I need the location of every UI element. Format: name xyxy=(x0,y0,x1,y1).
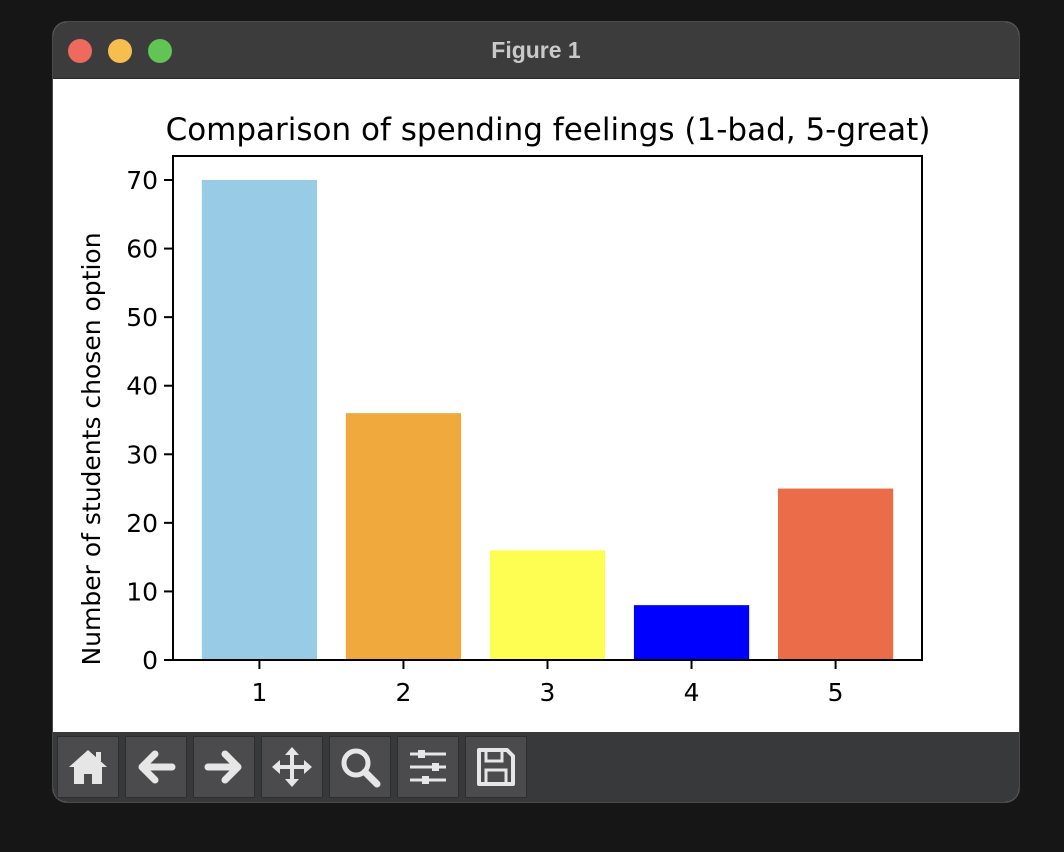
y-tick-label: 70 xyxy=(126,166,158,195)
navigation-toolbar xyxy=(53,732,1019,802)
zoom-button[interactable] xyxy=(329,736,391,798)
save-button[interactable] xyxy=(465,736,527,798)
y-tick-label: 0 xyxy=(142,646,158,675)
x-tick-label: 4 xyxy=(684,678,700,707)
forward-arrow-icon xyxy=(204,750,242,784)
x-axis-ticks: 1 2 3 4 5 xyxy=(251,660,844,707)
bar-5 xyxy=(777,488,894,660)
pan-move-icon xyxy=(272,747,312,787)
configure-subplots-button[interactable] xyxy=(397,736,459,798)
x-tick-label: 2 xyxy=(396,678,412,707)
forward-button[interactable] xyxy=(193,736,255,798)
pan-button[interactable] xyxy=(261,736,323,798)
bar-3 xyxy=(489,550,606,660)
back-button[interactable] xyxy=(125,736,187,798)
zoom-magnifier-icon xyxy=(341,748,381,788)
title-bar[interactable]: Figure 1 xyxy=(53,22,1019,79)
window-title: Figure 1 xyxy=(491,37,581,63)
axes-frame xyxy=(172,155,923,661)
bar-chart: Comparison of spending feelings (1-bad, … xyxy=(77,112,931,707)
minimize-window-button[interactable] xyxy=(108,39,132,63)
y-tick-label: 60 xyxy=(126,235,158,264)
y-tick-label: 30 xyxy=(126,440,158,469)
close-window-button[interactable] xyxy=(68,39,92,63)
configure-sliders-icon xyxy=(410,750,446,784)
chart-title: Comparison of spending feelings (1-bad, … xyxy=(166,112,931,148)
save-floppy-icon xyxy=(477,748,515,786)
y-axis-label: Number of students chosen option xyxy=(77,232,106,665)
y-tick-label: 20 xyxy=(126,509,158,538)
bars-group xyxy=(201,180,894,660)
figure-window: Figure 1 Comparison of spending feelings… xyxy=(53,22,1019,802)
back-arrow-icon xyxy=(138,750,176,784)
bar-4 xyxy=(633,605,750,660)
home-icon xyxy=(69,750,107,784)
bar-2 xyxy=(345,413,462,660)
y-axis-ticks: 0 10 20 30 40 50 60 70 xyxy=(126,166,173,675)
maximize-window-button[interactable] xyxy=(148,39,172,63)
figure-canvas: Comparison of spending feelings (1-bad, … xyxy=(53,79,1019,732)
bar-1 xyxy=(201,180,318,660)
x-tick-label: 3 xyxy=(540,678,556,707)
y-tick-label: 40 xyxy=(126,372,158,401)
x-tick-label: 1 xyxy=(251,678,267,707)
y-tick-label: 50 xyxy=(126,303,158,332)
x-tick-label: 5 xyxy=(828,678,844,707)
home-button[interactable] xyxy=(57,736,119,798)
y-tick-label: 10 xyxy=(126,577,158,606)
